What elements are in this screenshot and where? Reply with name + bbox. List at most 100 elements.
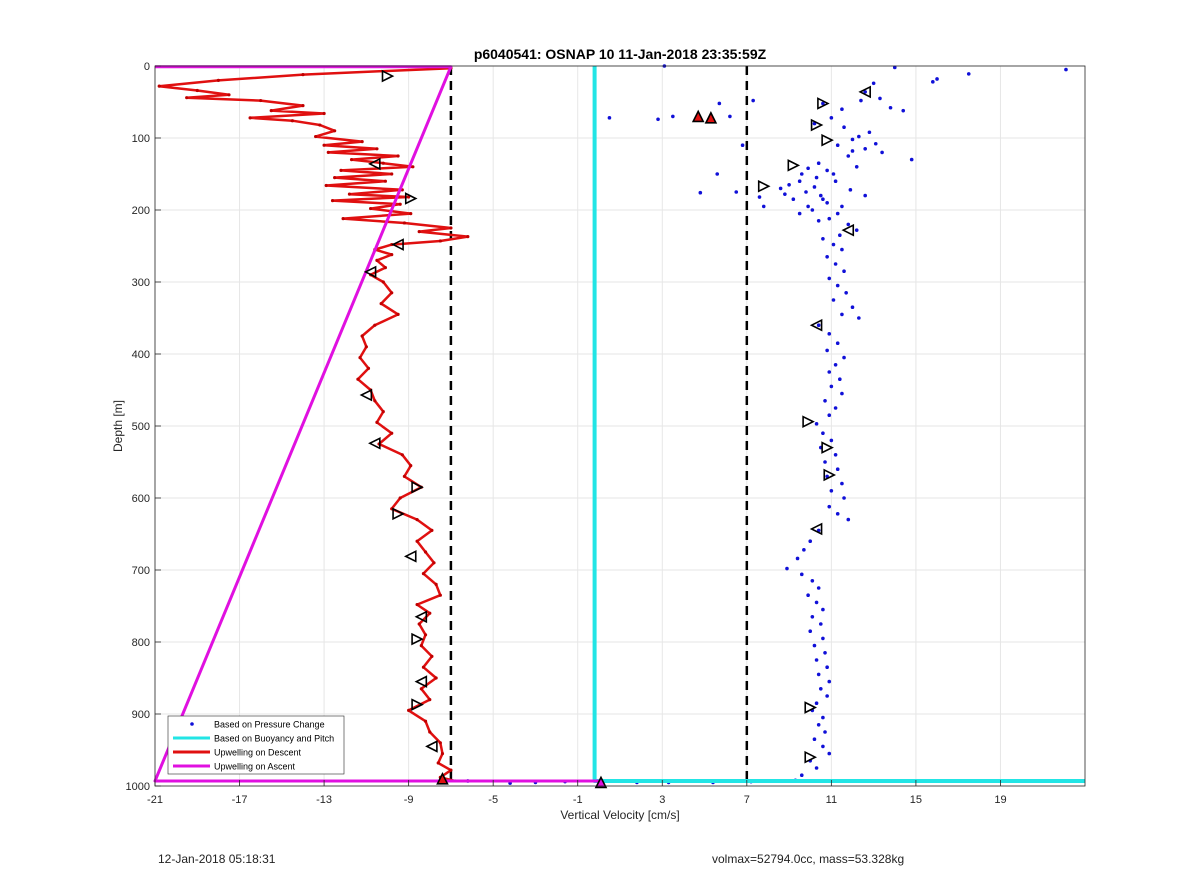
x-axis-label: Vertical Velocity [cm/s] [560, 808, 679, 822]
pressure-point [810, 208, 815, 212]
pressure-point [823, 730, 827, 734]
descent-vertex [436, 761, 440, 765]
descent-vertex [227, 93, 231, 97]
y-tick-label: 700 [132, 565, 150, 577]
pressure-point [848, 188, 853, 192]
pressure-point [799, 572, 804, 577]
pressure-point [816, 672, 821, 677]
x-tick-label: 19 [994, 794, 1006, 806]
descent-vertex [314, 134, 318, 139]
triangle-marker [381, 69, 395, 83]
triangle-marker [841, 223, 855, 237]
triangle-marker [757, 179, 771, 193]
pressure-point [795, 556, 800, 561]
pressure-point [814, 600, 819, 605]
descent-vertex [383, 266, 387, 270]
descent-vertex [466, 235, 470, 239]
pressure-point [812, 643, 817, 648]
triangle-marker [425, 740, 438, 753]
triangle-marker [436, 772, 449, 785]
pressure-point [840, 481, 844, 486]
descent-vertex [360, 334, 364, 338]
pressure-point [829, 438, 834, 443]
pressure-point [816, 586, 821, 590]
pressure-point [966, 72, 971, 76]
pressure-point [888, 105, 893, 110]
triangle-marker [403, 550, 417, 563]
descent-vertex [415, 539, 419, 543]
triangle-marker [392, 507, 405, 521]
y-tick-label: 600 [132, 493, 150, 505]
descent-vertex [333, 176, 337, 180]
descent-vertex [398, 496, 402, 500]
triangle-marker [802, 415, 815, 428]
descent-vertex [430, 528, 434, 533]
pressure-point [816, 323, 821, 328]
pressure-point [791, 197, 796, 201]
pressure-point [751, 98, 755, 103]
pressure-point [833, 406, 838, 410]
pressure-point [825, 348, 829, 353]
pressure-point [829, 384, 834, 389]
x-tick-label: -17 [232, 794, 248, 806]
triangle-marker [411, 632, 424, 646]
pressure-point [799, 773, 804, 777]
pressure-point [808, 539, 813, 543]
pressure-point [833, 179, 838, 183]
descent-vertex [366, 366, 371, 370]
descent-vertex [364, 345, 368, 349]
pressure-point [823, 399, 827, 403]
descent-vertex [290, 119, 294, 123]
triangle-marker [704, 111, 718, 124]
x-tick-label: -13 [316, 794, 332, 806]
descent-vertex [248, 116, 252, 120]
pressure-point [797, 211, 802, 216]
pressure-point [698, 190, 703, 195]
legend: Based on Pressure Change Based on Buoyanc… [167, 715, 345, 775]
descent-vertex [390, 291, 394, 295]
legend-label: Based on Buoyancy and Pitch [214, 734, 334, 744]
y-tick-label: 0 [144, 61, 150, 73]
descent-vertex [330, 199, 335, 203]
triangle-marker [821, 441, 834, 454]
descent-vertex [301, 73, 305, 77]
y-tick-label: 100 [132, 133, 150, 145]
legend-box [167, 715, 345, 775]
x-tick-label: 7 [744, 794, 750, 806]
triangle-marker [368, 436, 381, 450]
pressure-point [806, 166, 810, 171]
pressure-point [806, 204, 810, 209]
pressure-point [810, 579, 815, 583]
descent-vertex [419, 687, 423, 691]
descent-vertex [434, 676, 438, 680]
pressure-point [827, 370, 832, 374]
pressure-point [850, 137, 855, 142]
descent-vertex [398, 202, 402, 206]
pressure-point [814, 422, 819, 426]
pressure-point [827, 751, 832, 756]
legend-label: Based on Pressure Change [214, 720, 325, 730]
descent-vertex [400, 453, 404, 457]
pressure-point [778, 186, 783, 191]
descent-vertex [318, 123, 322, 127]
descent-vertex [341, 217, 345, 221]
pressure-point [835, 341, 840, 346]
pressure-point [825, 168, 829, 173]
pressure-point [846, 154, 851, 158]
descent-vertex [326, 150, 330, 154]
descent-vertex [375, 147, 379, 151]
descent-vertex [415, 518, 419, 522]
pressure-point [607, 116, 612, 120]
descent-vertex [358, 356, 362, 360]
pressure-point [935, 77, 939, 81]
descent-vertex [301, 104, 305, 108]
x-axis-ticks: -21 -17 -13 -9 -5 -1 3 7 11 15 19 [147, 780, 1007, 806]
pressure-point [1064, 67, 1068, 72]
descent-vertex [356, 377, 360, 381]
pressure-point [806, 593, 810, 597]
footer-summary: volmax=52794.0cc, mass=53.328kg [712, 852, 905, 866]
pressure-point [840, 247, 844, 252]
pressure-point [734, 190, 739, 194]
pressure-point [814, 701, 819, 705]
descent-vertex [402, 474, 407, 478]
